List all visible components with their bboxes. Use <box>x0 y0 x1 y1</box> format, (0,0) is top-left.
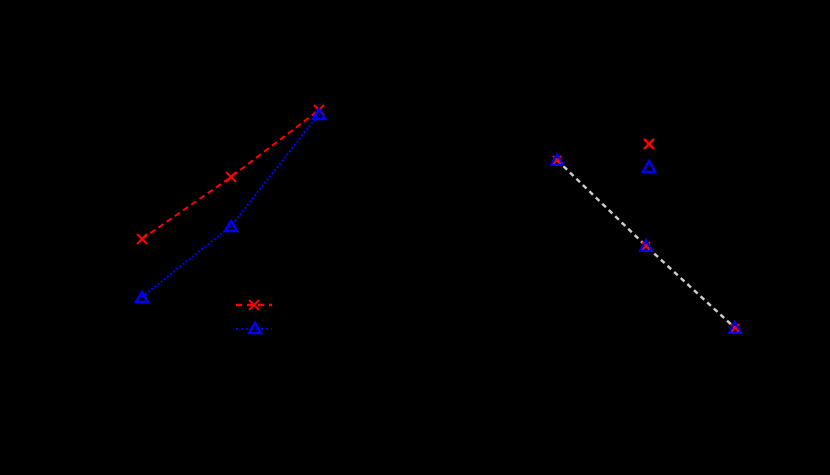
left-legend <box>236 299 272 335</box>
fit-line <box>556 159 736 329</box>
blue-series-line <box>141 113 320 298</box>
blue-triangle-markers <box>133 106 328 304</box>
left-plot <box>133 104 328 335</box>
red-series-line <box>141 109 320 240</box>
right-plot <box>549 138 743 334</box>
right-legend <box>640 138 658 174</box>
red-x-markers-right <box>552 155 740 333</box>
blue-triangle-markers-right <box>549 151 743 334</box>
